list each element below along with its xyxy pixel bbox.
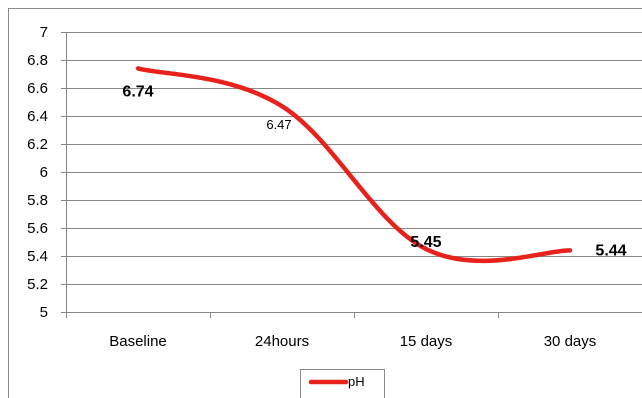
y-tick-label: 6 (40, 164, 48, 181)
series-line-ph (135, 66, 573, 264)
data-label: 5.45 (410, 234, 441, 251)
y-tick-label: 5.2 (27, 276, 48, 293)
x-tick-label: Baseline (109, 333, 167, 350)
legend-label: pH (348, 374, 365, 389)
data-label: 6.47 (266, 117, 291, 132)
y-tick-label: 6.8 (27, 52, 48, 69)
y-tick-label: 7 (40, 24, 48, 41)
x-tick-label: 30 days (544, 333, 597, 350)
y-tick-label: 5 (40, 304, 48, 321)
y-tick-label: 6.4 (27, 108, 48, 125)
y-tick-label: 5.4 (27, 248, 48, 265)
y-tick-label: 6.2 (27, 136, 48, 153)
legend: pH (300, 369, 385, 398)
y-tick-label: 5.8 (27, 192, 48, 209)
y-tick-label: 6.6 (27, 80, 48, 97)
chart-border (8, 8, 642, 398)
x-tick-label: 15 days (400, 333, 453, 350)
data-label: 5.44 (595, 242, 626, 259)
data-label: 6.74 (122, 83, 153, 100)
y-tick-label: 5.6 (27, 220, 48, 237)
x-tick-label: 24hours (255, 333, 309, 350)
